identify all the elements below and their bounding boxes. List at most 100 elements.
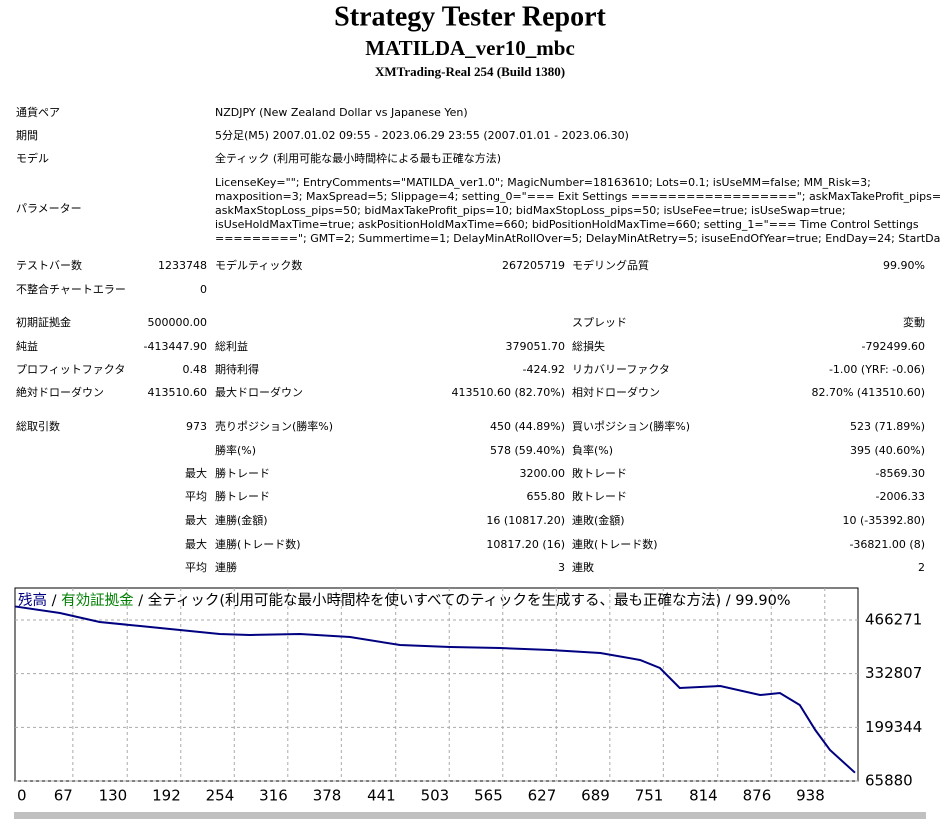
y-tick-label: 332807	[865, 664, 922, 682]
stat-value: 2	[918, 561, 925, 574]
stat-label: 不整合チャートエラー	[16, 282, 126, 296]
x-tick-label: 192	[152, 787, 181, 805]
stat-value: 3200.00	[520, 467, 566, 480]
legend-text: /	[47, 593, 61, 609]
stat-value: 99.90%	[883, 259, 925, 272]
parameter-line: isUseHoldMaxTime=true; askPositionHoldMa…	[215, 218, 919, 231]
field-value: 5分足(M5) 2007.01.02 09:55 - 2023.06.29 23…	[215, 129, 629, 142]
stat-value: 973	[186, 420, 207, 433]
stat-value: 578 (59.40%)	[490, 444, 565, 457]
stat-value: 0.48	[183, 363, 208, 376]
field-label: パラメーター	[16, 202, 82, 215]
x-tick-label: 689	[581, 787, 610, 805]
stat-value: 10817.20 (16)	[486, 538, 565, 551]
stat-value: 413510.60 (82.70%)	[451, 386, 565, 399]
stat-value: 500000.00	[148, 316, 208, 329]
x-tick-label: 751	[635, 787, 664, 805]
stat-value: 655.80	[527, 490, 566, 503]
stat-label: 勝トレード	[215, 466, 270, 480]
x-tick-label: 441	[367, 787, 396, 805]
stat-value: 最大	[185, 537, 207, 551]
stat-value: 平均	[185, 561, 207, 574]
chart-frame	[14, 587, 859, 782]
stat-label: 総取引数	[16, 419, 60, 433]
x-tick-label: 378	[313, 787, 342, 805]
stat-label: 初期証拠金	[16, 315, 71, 329]
stat-value: 267205719	[502, 259, 565, 272]
stat-value: -792499.60	[862, 340, 925, 353]
x-tick-label: 627	[528, 787, 557, 805]
stat-label: 純益	[16, 339, 38, 353]
legend-text: / 全ティック(利用可能な最小時間枠を使いすべてのティックを生成する、最も正確な…	[134, 591, 791, 609]
legend-text: 有効証拠金	[61, 592, 134, 609]
x-tick-label: 316	[259, 787, 288, 805]
stat-value: 10 (-35392.80)	[842, 514, 925, 527]
field-value: 全ティック (利用可能な最小時間枠による最も正確な方法)	[215, 151, 501, 165]
x-tick-label: 130	[99, 787, 128, 805]
stat-value: 最大	[185, 513, 207, 527]
y-tick-label: 466271	[865, 611, 922, 629]
field-label: モデル	[16, 151, 49, 165]
stat-label: 絶対ドローダウン	[16, 385, 104, 399]
field-label: 通貨ペア	[16, 105, 60, 119]
x-tick-label: 814	[689, 787, 718, 805]
parameter-line: maxposition=3; MaxSpread=5; Slippage=4; …	[215, 190, 940, 203]
stat-label: 買いポジション(勝率%)	[572, 419, 690, 433]
x-tick-label: 503	[421, 787, 450, 805]
stat-label: 敗トレード	[572, 489, 627, 503]
stat-value: 395 (40.60%)	[850, 444, 925, 457]
stat-label: 連敗	[572, 560, 594, 574]
x-tick-label: 67	[54, 787, 73, 805]
stat-label: 売りポジション(勝率%)	[215, 419, 333, 433]
stat-label: 敗トレード	[572, 466, 627, 480]
stat-value: 最大	[185, 466, 207, 480]
stat-value: -413447.90	[144, 340, 207, 353]
parameter-line: LicenseKey=""; EntryComments="MATILDA_ve…	[215, 176, 871, 189]
stat-label: 負率(%)	[572, 443, 613, 457]
field-value: NZDJPY (New Zealand Dollar vs Japanese Y…	[215, 106, 468, 119]
stat-value: 16 (10817.20)	[486, 514, 565, 527]
stat-value: 523 (71.89%)	[850, 420, 925, 433]
stat-value: -1.00 (YRF: -0.06)	[829, 363, 925, 376]
stat-label: 連勝	[215, 560, 237, 574]
balance-line	[14, 605, 856, 774]
parameter-line: ========="; GMT=2; Summertime=1; DelayMi…	[215, 232, 940, 245]
stat-value: -424.92	[523, 363, 565, 376]
stat-value: -36821.00 (8)	[849, 538, 925, 551]
stat-value: 変動	[903, 315, 925, 329]
x-tick-label: 876	[743, 787, 772, 805]
stat-value: 413510.60	[148, 386, 208, 399]
stat-value: 450 (44.89%)	[490, 420, 565, 433]
stat-label: 連敗(金額)	[572, 513, 625, 527]
stat-value: 平均	[185, 490, 207, 503]
table-header-bar	[14, 812, 926, 819]
legend-entry: 残高	[18, 592, 47, 609]
stat-label: 連勝(金額)	[215, 513, 268, 527]
y-tick-label: 199344	[865, 718, 922, 736]
stat-value: 82.70% (413510.60)	[811, 386, 925, 399]
x-tick-label: 565	[474, 787, 503, 805]
stat-label: 総損失	[572, 339, 605, 353]
field-label: 期間	[16, 129, 38, 142]
legend: 残高 / 有効証拠金 / 全ティック(利用可能な最小時間枠を使いすべてのティック…	[18, 591, 791, 609]
server-name: XMTrading-Real 254 (Build 1380)	[375, 64, 565, 79]
report-subtitle: MATILDA_ver10_mbc	[365, 36, 575, 60]
stat-label: モデルティック数	[215, 258, 302, 272]
x-tick-label: 254	[206, 787, 235, 805]
stat-label: 勝率(%)	[215, 443, 256, 457]
x-tick-label: 0	[17, 787, 27, 805]
stat-label: 勝トレード	[215, 489, 270, 503]
stat-value: 379051.70	[506, 340, 566, 353]
stat-label: スプレッド	[572, 316, 627, 329]
stat-value: 0	[200, 283, 207, 296]
x-tick-label: 938	[796, 787, 825, 805]
report-title: Strategy Tester Report	[334, 1, 606, 32]
stat-value: -2006.33	[876, 490, 925, 503]
stat-label: 最大ドローダウン	[215, 385, 303, 399]
stat-label: 相対ドローダウン	[572, 385, 660, 399]
stat-label: 連勝(トレード数)	[215, 537, 301, 551]
stat-value: 3	[558, 561, 565, 574]
stat-value: 1233748	[158, 259, 207, 272]
y-tick-label: 65880	[865, 772, 913, 790]
